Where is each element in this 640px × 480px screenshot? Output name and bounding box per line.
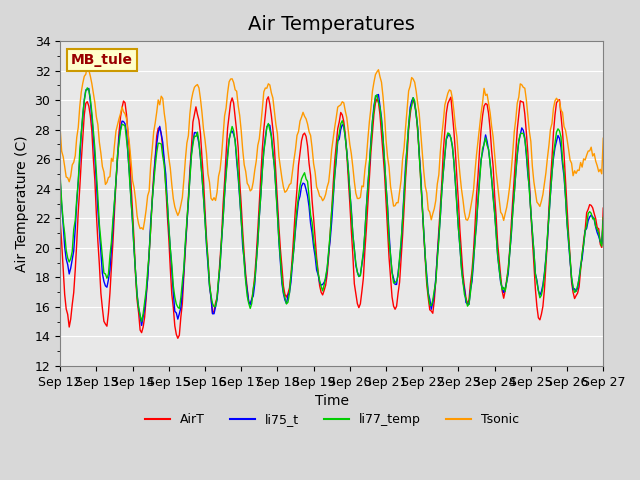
Tsonic bbox=[600, 135, 607, 141]
AirT bbox=[399, 233, 406, 239]
Tsonic bbox=[140, 227, 147, 232]
Tsonic bbox=[83, 63, 91, 69]
Title: Air Temperatures: Air Temperatures bbox=[248, 15, 415, 34]
li75_t bbox=[399, 215, 406, 220]
Tsonic bbox=[387, 183, 394, 189]
Legend: AirT, li75_t, li77_temp, Tsonic: AirT, li75_t, li77_temp, Tsonic bbox=[140, 408, 524, 431]
li75_t bbox=[72, 226, 79, 231]
Line: li77_temp: li77_temp bbox=[60, 88, 604, 322]
li75_t bbox=[138, 323, 145, 328]
li75_t bbox=[600, 218, 607, 224]
Y-axis label: Air Temperature (C): Air Temperature (C) bbox=[15, 135, 29, 272]
li77_temp bbox=[399, 217, 406, 223]
li77_temp bbox=[83, 85, 91, 91]
li77_temp bbox=[387, 252, 394, 258]
li75_t bbox=[536, 292, 544, 298]
X-axis label: Time: Time bbox=[315, 394, 349, 408]
li75_t bbox=[85, 85, 93, 91]
Tsonic bbox=[161, 110, 168, 116]
AirT bbox=[56, 218, 64, 224]
Tsonic bbox=[369, 88, 376, 94]
Line: Tsonic: Tsonic bbox=[60, 66, 604, 229]
li77_temp bbox=[161, 162, 168, 168]
AirT bbox=[264, 94, 272, 100]
Tsonic bbox=[536, 204, 544, 209]
Line: li75_t: li75_t bbox=[60, 88, 604, 325]
li77_temp bbox=[536, 295, 544, 300]
AirT bbox=[536, 317, 544, 323]
Text: MB_tule: MB_tule bbox=[71, 53, 133, 67]
li77_temp bbox=[600, 215, 607, 220]
li77_temp bbox=[72, 217, 79, 223]
AirT bbox=[369, 130, 376, 135]
Tsonic bbox=[399, 156, 406, 162]
AirT bbox=[157, 131, 165, 136]
AirT bbox=[387, 275, 394, 280]
AirT bbox=[174, 336, 182, 341]
Tsonic bbox=[72, 153, 79, 158]
li77_temp bbox=[56, 173, 64, 179]
AirT bbox=[600, 205, 607, 211]
AirT bbox=[72, 267, 79, 273]
Line: AirT: AirT bbox=[60, 97, 604, 338]
li75_t bbox=[387, 252, 394, 258]
li77_temp bbox=[369, 118, 376, 124]
li75_t bbox=[369, 119, 376, 124]
li75_t bbox=[56, 177, 64, 183]
Tsonic bbox=[56, 126, 64, 132]
li75_t bbox=[161, 157, 168, 163]
li77_temp bbox=[138, 319, 145, 324]
